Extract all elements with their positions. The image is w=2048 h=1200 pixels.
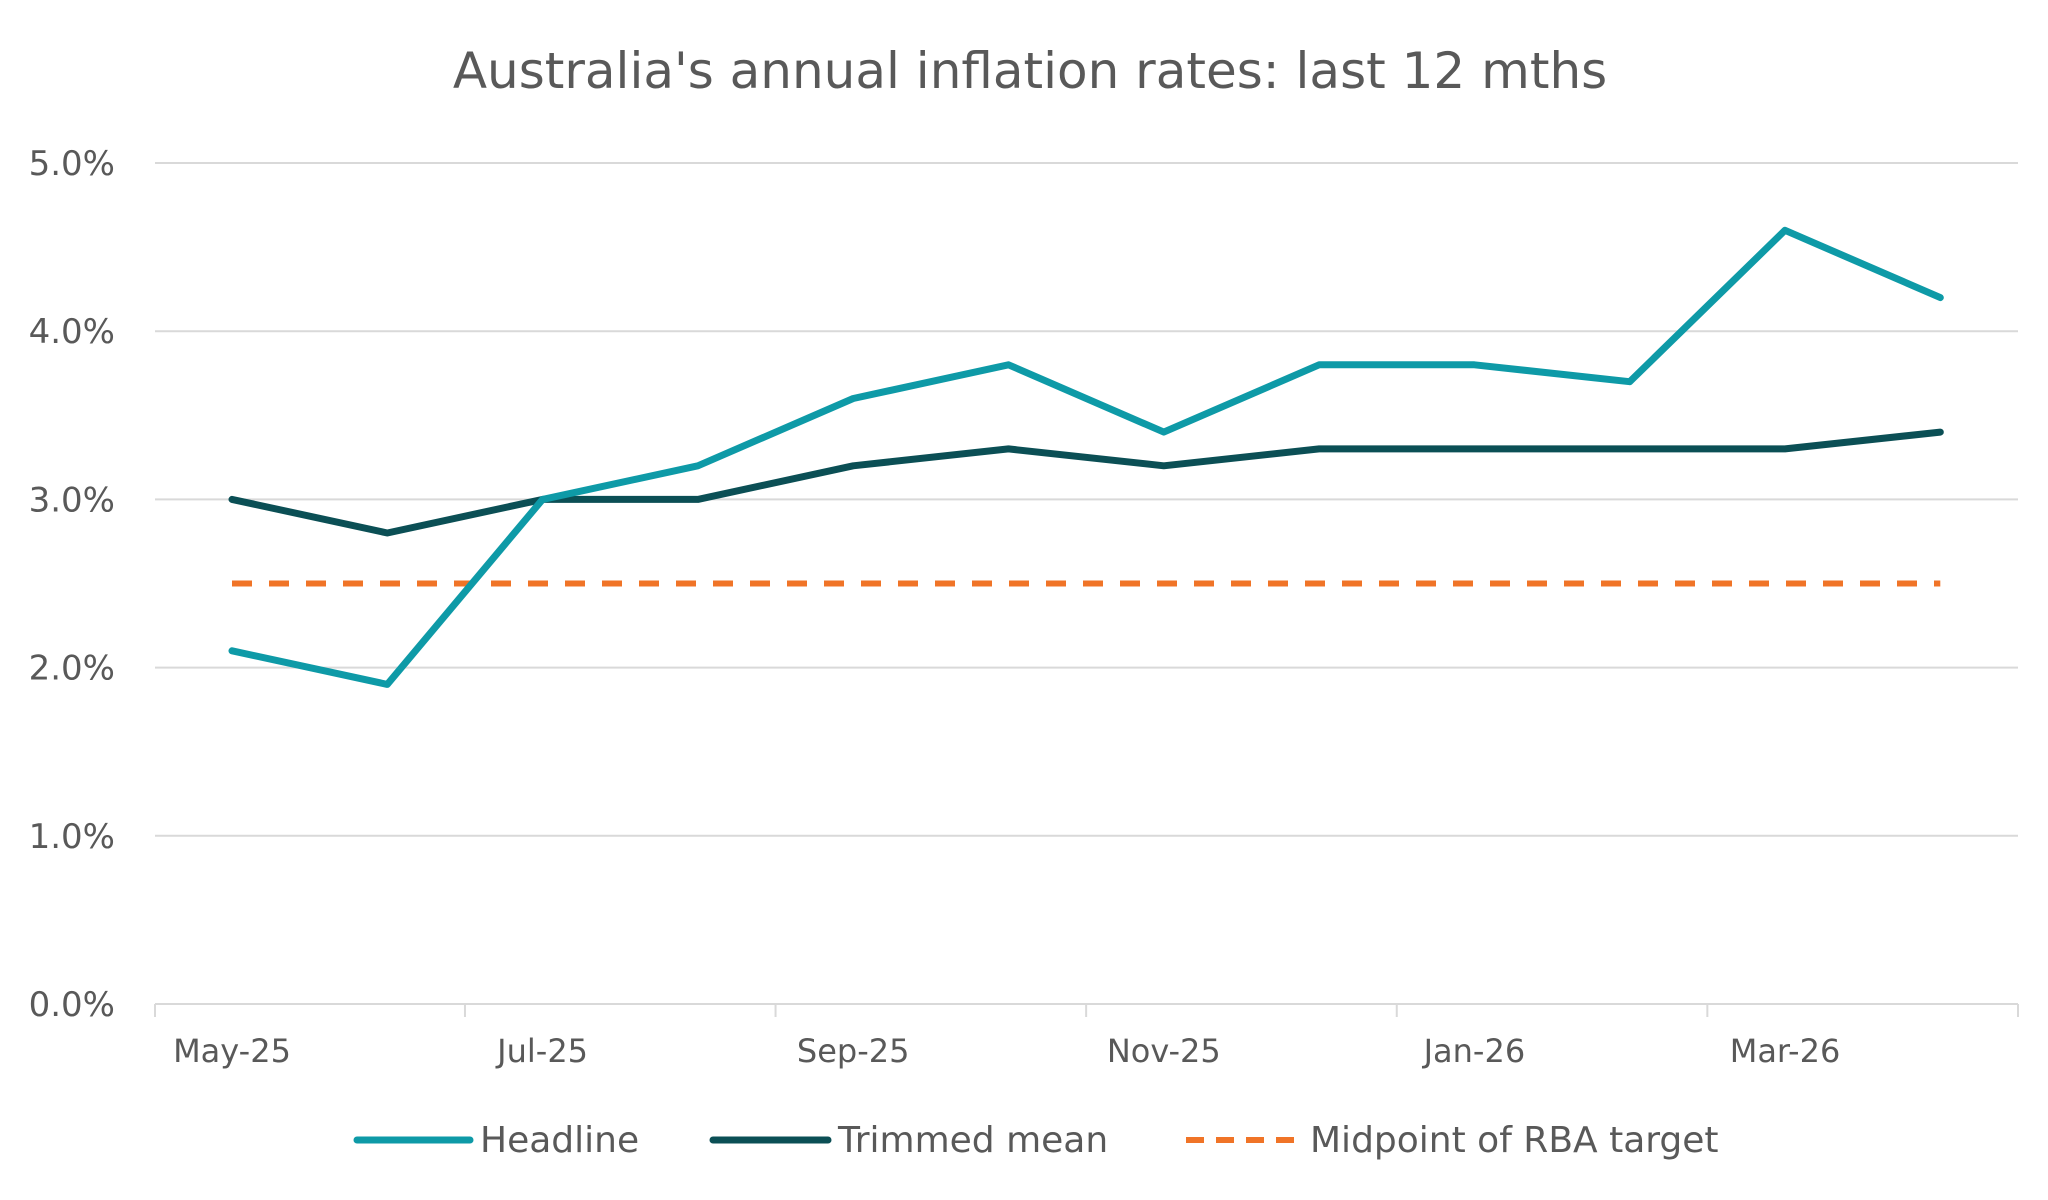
y-tick-label: 3.0% <box>29 480 115 520</box>
legend-label: Midpoint of RBA target <box>1310 1120 1719 1161</box>
chart-title: Australia's annual inflation rates: last… <box>453 42 1607 100</box>
legend-item-headline: Headline <box>353 1120 639 1161</box>
legend: Headline Trimmed mean Midpoint of RBA targ… <box>353 1120 1719 1161</box>
series-line-headline <box>228 226 1944 688</box>
x-tick-label: Mar-26 <box>1730 1032 1841 1070</box>
legend-item-midpoint-of-rba-target: Midpoint of RBA target <box>1186 1120 1719 1161</box>
y-tick-label: 5.0% <box>29 144 115 184</box>
y-tick-label: 4.0% <box>29 312 115 352</box>
legend-label: Trimmed mean <box>837 1120 1108 1161</box>
gridlines <box>155 162 2018 837</box>
x-tick-label: Sep-25 <box>797 1032 910 1070</box>
x-axis: May-25 Jul-25 Sep-25 Nov-25 Jan-26 Mar-26 <box>154 1003 2019 1070</box>
y-tick-label: 1.0% <box>29 817 115 857</box>
y-axis: 0.0% 1.0% 2.0% 3.0% 4.0% 5.0% <box>29 144 115 1025</box>
series-line-trimmed-mean <box>228 428 1944 537</box>
y-tick-label: 0.0% <box>29 985 115 1025</box>
legend-item-trimmed-mean: Trimmed mean <box>709 1120 1108 1161</box>
series-lines <box>228 226 1944 688</box>
x-tick-label: Jul-25 <box>495 1032 588 1070</box>
y-tick-label: 2.0% <box>29 649 115 689</box>
legend-label: Headline <box>480 1120 639 1161</box>
x-tick-label: Jan-26 <box>1422 1032 1526 1070</box>
x-tick-label: May-25 <box>173 1032 291 1070</box>
x-tick-label: Nov-25 <box>1107 1032 1221 1070</box>
